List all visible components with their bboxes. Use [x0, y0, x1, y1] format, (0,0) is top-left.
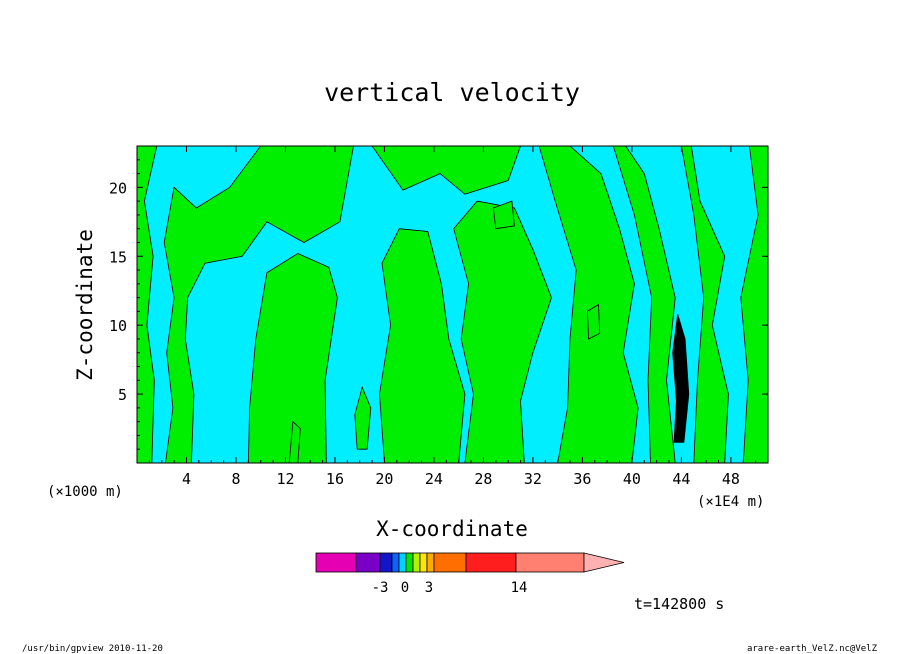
- colorbar-segment: [391, 552, 400, 573]
- x-tick-label: 20: [375, 470, 393, 488]
- x-tick-label: 36: [573, 470, 591, 488]
- positive-velocity-region: [163, 146, 354, 463]
- x-tick-label: 12: [276, 470, 294, 488]
- y-axis-label: Z-coordinate: [73, 229, 97, 381]
- x-tick-label: 32: [524, 470, 542, 488]
- chart-title: vertical velocity: [324, 78, 580, 107]
- colorbar-segment: [379, 552, 393, 573]
- x-unit-right: (×1E4 m): [697, 494, 764, 510]
- colorbar-segment: [515, 552, 585, 573]
- colorbar-segment: [398, 552, 407, 573]
- positive-velocity-region: [288, 420, 301, 463]
- positive-velocity-region: [740, 146, 768, 463]
- colorbar-extension: [583, 552, 625, 573]
- colorbar-segment: [419, 552, 428, 573]
- positive-velocity-region: [538, 146, 639, 463]
- colorbar-segment: [412, 552, 421, 573]
- x-tick-label: 24: [425, 470, 443, 488]
- colorbar-tick-label: 14: [511, 580, 528, 596]
- plot-frame: [136, 145, 769, 464]
- positive-velocity-region: [680, 146, 729, 463]
- contour-fills: [137, 146, 768, 463]
- colorbar-tick-label: 0: [401, 580, 409, 596]
- y-tick-label: 15: [109, 248, 127, 266]
- positive-velocity-region: [612, 146, 676, 463]
- positive-velocity-region: [586, 303, 601, 340]
- colorbar-tick-label: 3: [425, 580, 433, 596]
- x-tick-label: 16: [326, 470, 344, 488]
- positive-velocity-region: [453, 200, 552, 463]
- x-tick-label: 48: [722, 470, 740, 488]
- colorbar-segment: [426, 552, 435, 573]
- positive-velocity-region: [379, 228, 466, 463]
- plot-area: [137, 146, 768, 463]
- colorbar: -3 0 3 14: [315, 552, 625, 596]
- colorbar-segment: [405, 552, 414, 573]
- positive-velocity-region: [137, 146, 158, 463]
- colorbar-segment: [465, 552, 517, 573]
- x-tick-label: 44: [672, 470, 690, 488]
- y-axis: 5 10 15 20: [109, 159, 768, 450]
- positive-velocity-region: [247, 253, 338, 463]
- positive-velocity-region: [492, 200, 515, 230]
- positive-velocity-region: [371, 146, 521, 195]
- y-tick-label: 10: [109, 317, 127, 335]
- colorbar-segment: [355, 552, 381, 573]
- y-tick-label: 5: [118, 386, 127, 404]
- time-label: t=142800 s: [634, 595, 724, 613]
- footer-left: /usr/bin/gpview 2010-11-20: [22, 644, 163, 654]
- y-tick-label: 20: [109, 179, 127, 197]
- x-tick-label: 4: [182, 470, 191, 488]
- colorbar-segment: [433, 552, 467, 573]
- footer-right: arare-earth_VelZ.nc@VelZ: [747, 644, 878, 654]
- x-tick-label: 8: [231, 470, 240, 488]
- x-axis: 4 8 12 16 20 24 28 32 36 40 44 48: [148, 146, 757, 488]
- strong-updraft-region: [672, 313, 690, 443]
- x-unit-left: (×1000 m): [47, 484, 123, 500]
- x-tick-label: 40: [623, 470, 641, 488]
- colorbar-segment: [315, 552, 357, 573]
- positive-velocity-region: [354, 385, 372, 450]
- x-axis-label: X-coordinate: [376, 517, 528, 541]
- x-tick-label: 28: [474, 470, 492, 488]
- colorbar-tick-label: -3: [372, 580, 389, 596]
